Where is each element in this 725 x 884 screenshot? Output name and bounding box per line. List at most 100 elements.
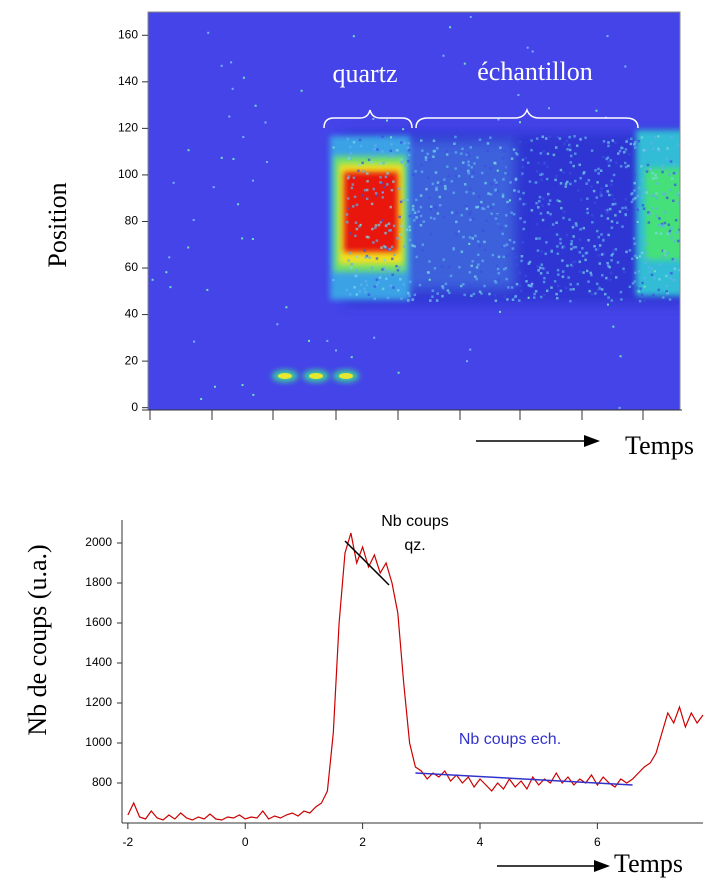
speckle-dot: [504, 224, 508, 228]
speckle-dot: [471, 175, 474, 179]
speckle-dot: [651, 147, 655, 151]
speckle-dot: [493, 294, 497, 297]
speckle-dot: [543, 162, 546, 166]
speckle-dot: [507, 203, 510, 206]
speckle-dot: [354, 234, 357, 238]
speckle-dot: [374, 224, 378, 227]
noise-dot: [497, 118, 500, 121]
speckle-dot: [600, 274, 604, 277]
noise-dot: [606, 303, 609, 306]
speckle-dot: [653, 193, 656, 197]
speckle-dot: [431, 289, 435, 293]
speckle-dot: [659, 224, 663, 227]
speckle-dot: [364, 256, 367, 259]
speckle-dot: [550, 249, 554, 253]
speckle-dot: [450, 211, 454, 214]
speckle-dot: [524, 202, 527, 206]
speckle-dot: [433, 267, 437, 270]
speckle-dot: [371, 154, 375, 158]
speckle-dot: [348, 251, 352, 255]
speckle-dot: [610, 259, 613, 262]
speckle-dot: [534, 290, 538, 293]
speckle-dot: [467, 172, 470, 175]
speckle-dot: [585, 269, 589, 273]
speckle-dot: [571, 225, 575, 229]
speckle-dot: [555, 233, 559, 236]
speckle-dot: [428, 159, 431, 162]
speckle-dot: [602, 252, 606, 255]
speckle-dot: [348, 231, 352, 235]
speckle-dot: [576, 282, 580, 286]
speckle-dot: [643, 276, 646, 280]
annotation: échantillon: [477, 57, 593, 86]
speckle-dot: [542, 150, 545, 153]
speckle-dot: [434, 206, 438, 210]
speckle-dot: [661, 164, 665, 167]
speckle-dot: [363, 188, 367, 192]
y-tick-label: 80: [125, 214, 139, 228]
speckle-dot: [441, 294, 444, 298]
speckle-dot: [573, 135, 576, 138]
speckle-dot: [655, 214, 658, 218]
speckle-dot: [625, 250, 628, 254]
speckle-dot: [633, 181, 636, 185]
speckle-dot: [650, 267, 654, 270]
speckle: [151, 15, 680, 409]
speckle-dot: [532, 296, 536, 299]
speckle-dot: [505, 213, 508, 217]
speckle-dot: [467, 160, 470, 164]
speckle-dot: [472, 292, 476, 296]
speckle-dot: [507, 135, 511, 138]
speckle-dot: [634, 196, 637, 200]
speckle-dot: [436, 212, 440, 215]
speckle-dot: [389, 228, 393, 232]
speckle-dot: [399, 278, 402, 281]
speckle-dot: [503, 244, 506, 248]
speckle-dot: [540, 250, 543, 253]
speckle-dot: [406, 146, 410, 149]
speckle-dot: [487, 192, 490, 195]
speckle-dot: [429, 205, 433, 208]
speckle-dot: [435, 186, 438, 190]
speckle-dot: [673, 267, 677, 271]
speckle-dot: [607, 296, 610, 299]
speckle-dot: [518, 140, 522, 143]
speckle-dot: [569, 283, 572, 286]
speckle-dot: [568, 148, 572, 152]
speckle-dot: [608, 278, 612, 282]
speckle-dot: [644, 188, 647, 191]
speckle-dot: [647, 221, 651, 224]
speckle-dot: [388, 247, 391, 251]
y-tick-label: 40: [125, 307, 139, 321]
speckle-dot: [597, 285, 601, 288]
speckle-dot: [347, 207, 350, 210]
speckle-dot: [620, 298, 623, 301]
speckle-dot: [654, 176, 658, 180]
speckle-dot: [465, 207, 469, 211]
speckle-dot: [670, 271, 673, 275]
speckle-dot: [569, 263, 573, 267]
speckle-dot: [662, 167, 665, 170]
speckle-dot: [523, 220, 526, 224]
speckle-dot: [524, 156, 528, 160]
speckle-dot: [413, 211, 417, 214]
speckle-dot: [654, 231, 658, 235]
speckle-dot: [662, 249, 666, 253]
speckle-dot: [461, 147, 464, 151]
speckle-dot: [640, 165, 643, 168]
spot-core: [309, 373, 323, 379]
speckle-dot: [349, 266, 353, 270]
speckle-dot: [606, 211, 609, 215]
noise-dot: [326, 339, 329, 342]
speckle-dot: [643, 255, 646, 259]
speckle-dot: [672, 199, 675, 203]
speckle-dot: [490, 182, 493, 186]
speckle-dot: [363, 287, 366, 291]
speckle-dot: [464, 204, 468, 208]
speckle-dot: [670, 236, 673, 240]
speckle-dot: [665, 274, 668, 278]
noise-dot: [385, 119, 388, 122]
noise-dot: [352, 35, 355, 38]
speckle-dot: [624, 206, 627, 209]
speckle-dot: [584, 136, 587, 140]
